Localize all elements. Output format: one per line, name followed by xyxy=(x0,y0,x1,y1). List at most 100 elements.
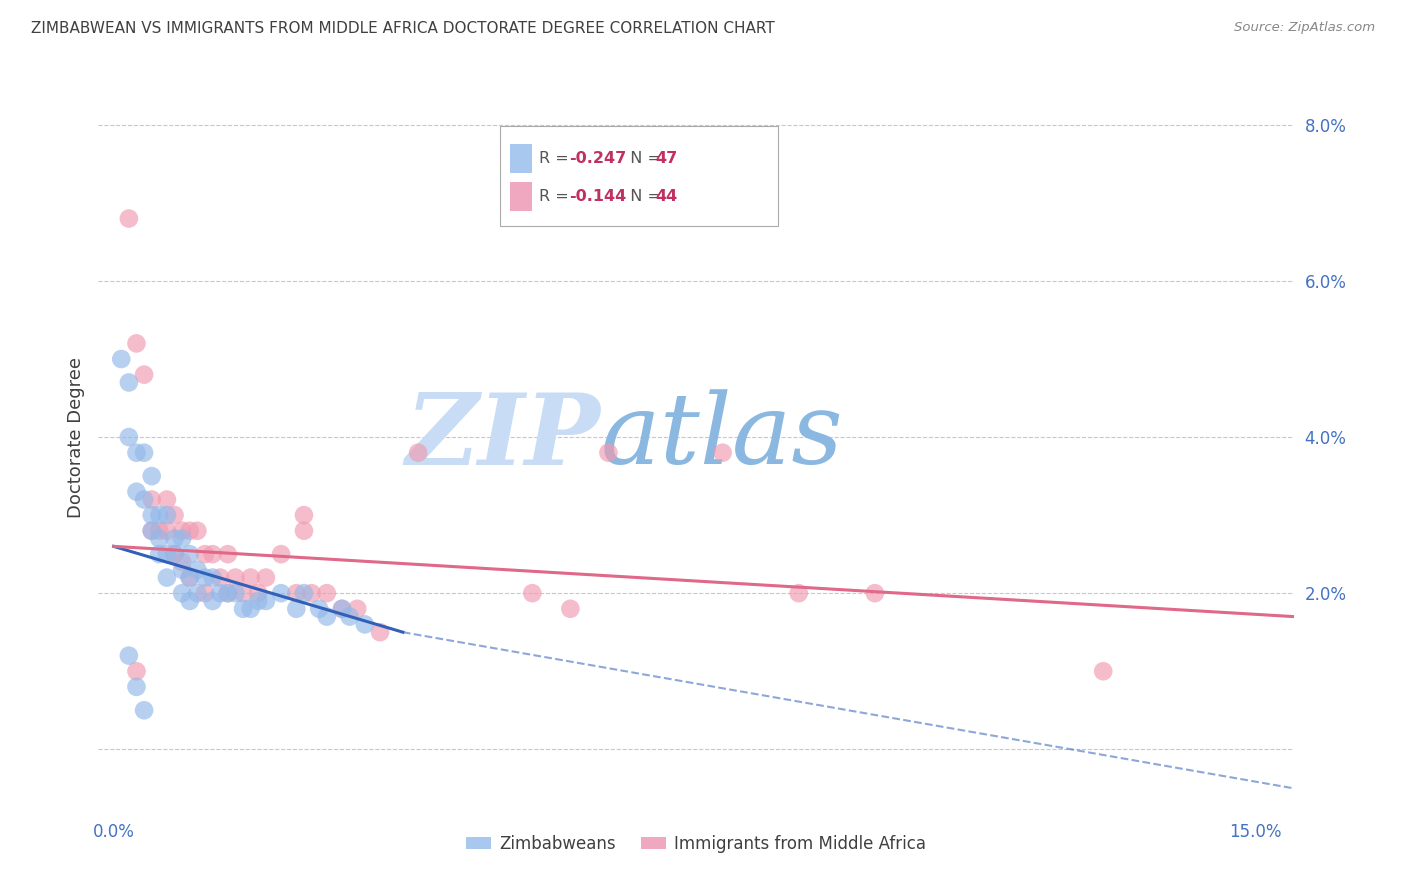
Point xyxy=(194,586,217,600)
Point xyxy=(285,602,308,616)
Text: ZIMBABWEAN VS IMMIGRANTS FROM MIDDLE AFRICA DOCTORATE DEGREE CORRELATION CHART: ZIMBABWEAN VS IMMIGRANTS FROM MIDDLE AFR… xyxy=(31,21,775,37)
Point xyxy=(863,586,886,600)
Point xyxy=(254,594,277,608)
Point xyxy=(110,351,132,366)
Point xyxy=(232,602,254,616)
Point xyxy=(209,571,232,585)
Point xyxy=(118,430,141,444)
Point xyxy=(787,586,810,600)
Point xyxy=(270,547,292,561)
Point xyxy=(141,524,163,538)
Point xyxy=(247,586,270,600)
Point xyxy=(179,571,201,585)
Point xyxy=(172,586,194,600)
Legend: Zimbabweans, Immigrants from Middle Africa: Zimbabweans, Immigrants from Middle Afri… xyxy=(460,829,932,860)
Point xyxy=(172,524,194,538)
Point xyxy=(148,532,170,546)
Point xyxy=(201,571,224,585)
Point xyxy=(179,524,201,538)
Point xyxy=(201,547,224,561)
Point xyxy=(156,547,179,561)
Point xyxy=(148,547,170,561)
Text: 47: 47 xyxy=(655,151,678,166)
Text: 44: 44 xyxy=(655,189,678,204)
Point xyxy=(118,211,141,226)
Point xyxy=(247,594,270,608)
Point xyxy=(172,532,194,546)
Point xyxy=(560,602,582,616)
Point xyxy=(224,571,246,585)
Point xyxy=(148,524,170,538)
Point xyxy=(141,469,163,483)
Point xyxy=(156,524,179,538)
Point xyxy=(186,586,208,600)
Point xyxy=(125,664,148,679)
Point xyxy=(186,524,208,538)
Y-axis label: Doctorate Degree: Doctorate Degree xyxy=(66,357,84,517)
Point xyxy=(292,586,315,600)
Point xyxy=(301,586,323,600)
Point xyxy=(598,446,620,460)
Text: R =: R = xyxy=(538,189,574,204)
Point xyxy=(156,492,179,507)
Point xyxy=(172,555,194,569)
Text: N =: N = xyxy=(620,189,666,204)
Point xyxy=(194,571,217,585)
Point xyxy=(217,586,239,600)
Point xyxy=(285,586,308,600)
Text: N =: N = xyxy=(620,151,666,166)
Point xyxy=(254,571,277,585)
Point xyxy=(163,547,186,561)
Point xyxy=(132,446,155,460)
Point xyxy=(315,609,337,624)
Point xyxy=(406,446,429,460)
Point xyxy=(132,703,155,717)
Point xyxy=(156,508,179,523)
Text: atlas: atlas xyxy=(600,390,844,484)
Point xyxy=(201,594,224,608)
Point xyxy=(217,547,239,561)
Point xyxy=(118,376,141,390)
Point xyxy=(194,547,217,561)
Point xyxy=(232,586,254,600)
Point xyxy=(330,602,353,616)
Point xyxy=(339,609,361,624)
Point xyxy=(132,368,155,382)
Text: R =: R = xyxy=(538,151,574,166)
Point xyxy=(132,492,155,507)
Point xyxy=(330,602,353,616)
Point xyxy=(308,602,330,616)
Point xyxy=(239,571,262,585)
Point xyxy=(179,547,201,561)
Point xyxy=(156,571,179,585)
Point xyxy=(172,563,194,577)
Point xyxy=(148,508,170,523)
Point xyxy=(292,508,315,523)
Point xyxy=(141,508,163,523)
Text: -0.247: -0.247 xyxy=(569,151,626,166)
Point xyxy=(163,547,186,561)
Point xyxy=(315,586,337,600)
Text: Source: ZipAtlas.com: Source: ZipAtlas.com xyxy=(1234,21,1375,35)
Point xyxy=(118,648,141,663)
Point xyxy=(186,563,208,577)
Point xyxy=(368,625,391,640)
Point xyxy=(125,680,148,694)
Point xyxy=(125,446,148,460)
Point xyxy=(179,594,201,608)
Point xyxy=(711,446,734,460)
Point xyxy=(292,524,315,538)
Point xyxy=(209,586,232,600)
Point xyxy=(270,586,292,600)
Point xyxy=(217,586,239,600)
Point xyxy=(353,617,375,632)
Point xyxy=(224,586,246,600)
Text: -0.144: -0.144 xyxy=(569,189,626,204)
Point xyxy=(141,524,163,538)
Point xyxy=(141,492,163,507)
Point xyxy=(125,484,148,499)
Point xyxy=(163,508,186,523)
Point xyxy=(346,602,368,616)
Point xyxy=(1092,664,1115,679)
Point xyxy=(163,532,186,546)
